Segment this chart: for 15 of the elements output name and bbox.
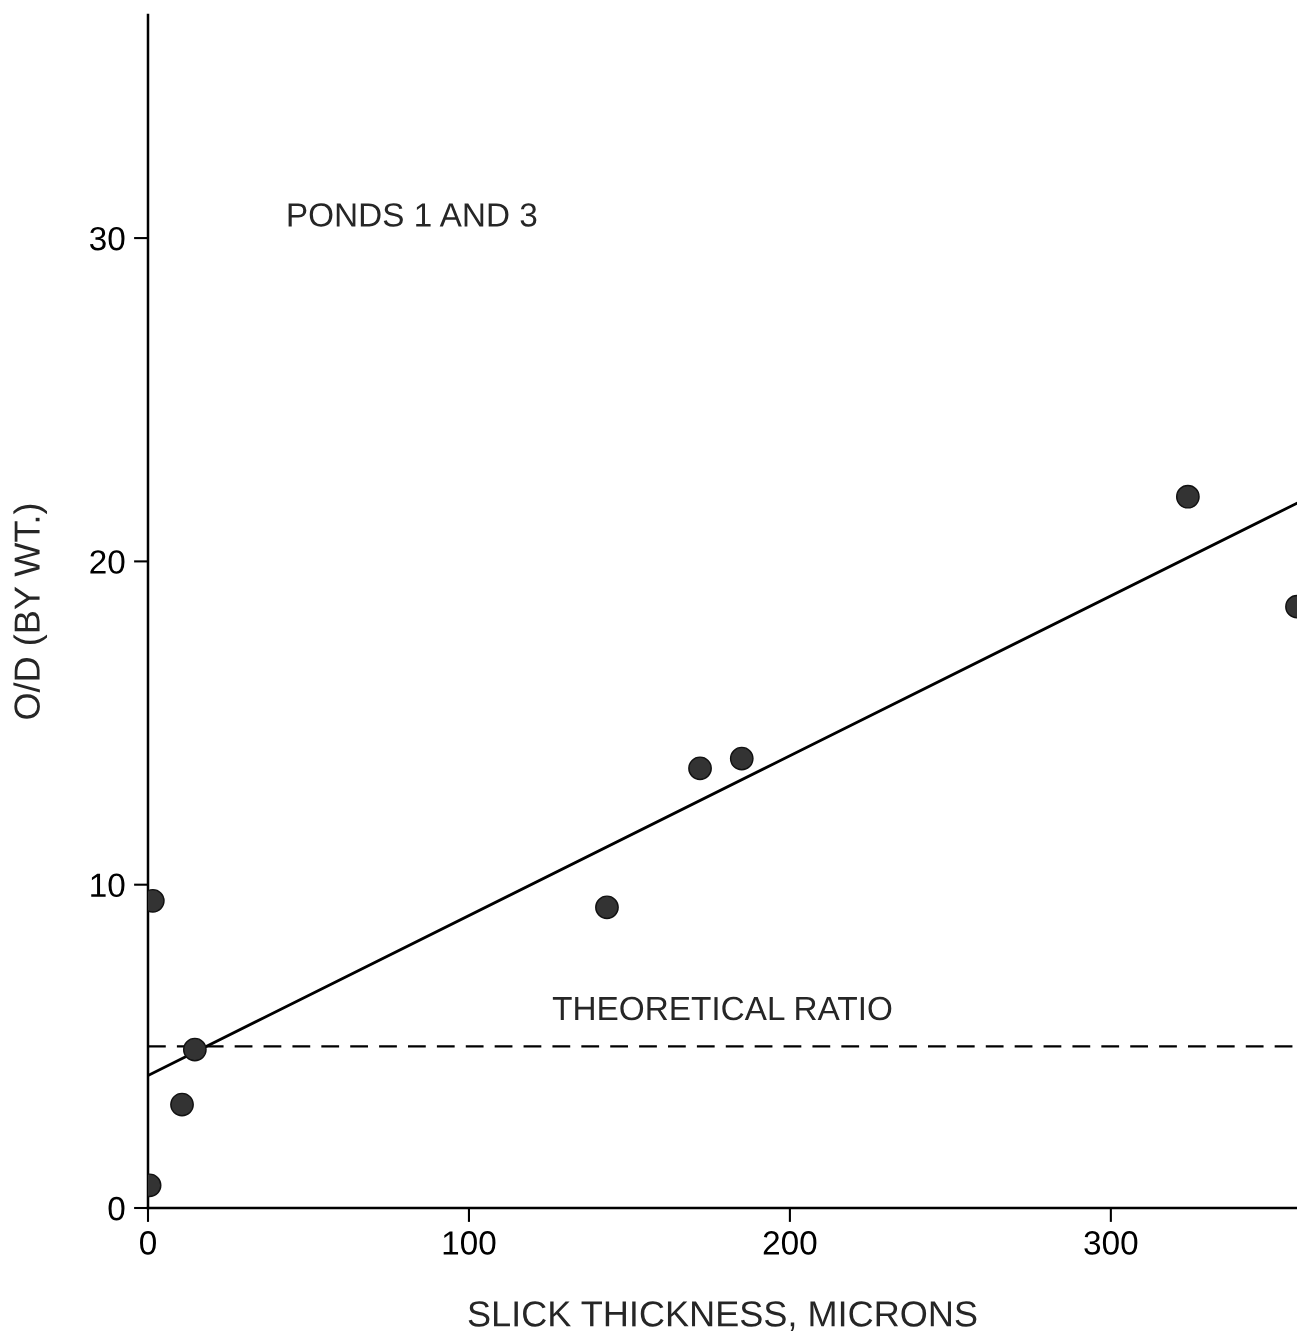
ref-line-label: THEORETICAL RATIO [552, 996, 892, 1021]
y-tick-label: 10 [91, 873, 125, 898]
x-axis-title: SLICK THICKNESS, MICRONS [468, 1301, 977, 1331]
point [595, 895, 619, 920]
y-tick-label: 30 [89, 226, 125, 251]
point [729, 746, 754, 771]
x-tick-label: 300 [1084, 1231, 1138, 1255]
annotation: PONDS 1 AND 3 [288, 203, 537, 227]
point [688, 756, 712, 781]
y-tick-label: 20 [90, 550, 125, 574]
x-tick-label: 200 [763, 1231, 817, 1255]
y-tick-label: 0 [108, 1196, 125, 1221]
x-tick-label: 100 [443, 1231, 496, 1255]
x-tick-label: 0 [140, 1231, 156, 1255]
y-axis-title: O/D (BY WT.) [13, 504, 48, 719]
